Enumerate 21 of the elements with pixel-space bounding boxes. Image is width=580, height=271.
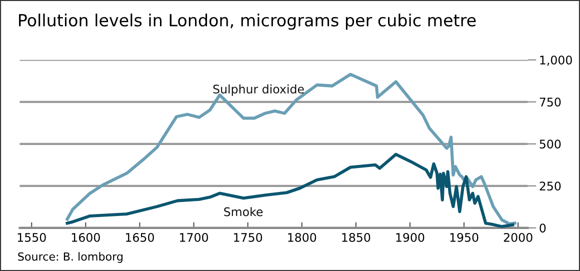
x-tick-label: 1750 (234, 232, 262, 242)
line-series (66, 152, 514, 228)
x-tick-label: 1600 (72, 232, 100, 242)
y-tick-label: 250 (540, 182, 561, 191)
y-tick-label: 1,000 (540, 56, 572, 66)
x-tick-label: 1550 (18, 232, 46, 242)
series-label: Sulphur dioxide (213, 84, 304, 96)
x-tick-label: 1950 (450, 232, 478, 242)
x-tick-label: 1700 (180, 232, 208, 242)
x-tick-label: 1850 (342, 232, 370, 242)
line-series (66, 72, 516, 226)
source-note: Source: B. lomborg (18, 252, 122, 263)
series-label: Smoke (224, 207, 263, 216)
y-tick-label: 0 (540, 224, 546, 233)
chart-title: Pollution levels in London, micrograms per cubic metre (19, 14, 476, 30)
x-tick-label: 1800 (288, 232, 316, 242)
y-tick-label: 500 (540, 140, 561, 149)
x-tick-label: 2000 (504, 232, 532, 242)
x-tick-label: 1900 (396, 232, 424, 242)
x-tick-label: 1650 (126, 232, 154, 242)
y-tick-label: 750 (540, 98, 561, 107)
